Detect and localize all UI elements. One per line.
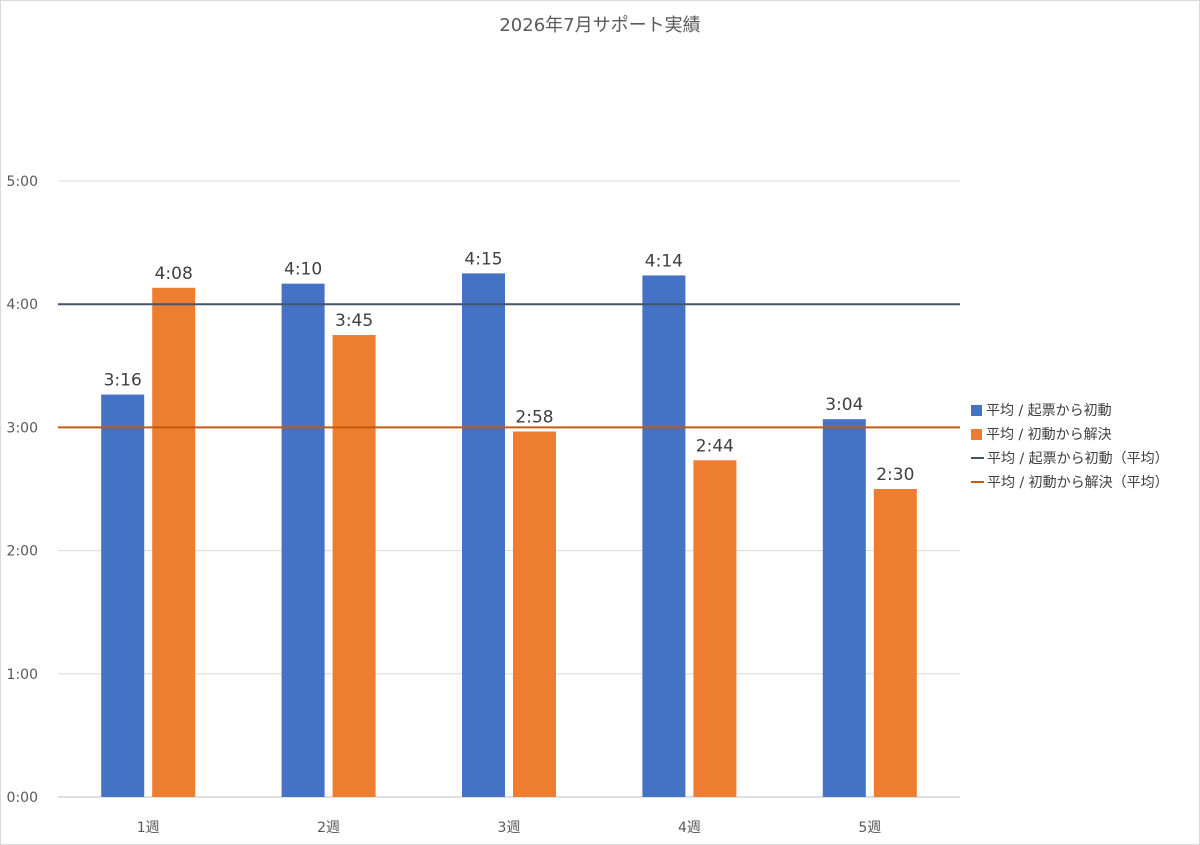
- legend-label-ref-line-1: 平均 / 起票から初動（平均）: [987, 451, 1169, 467]
- x-tick-label: 5週: [858, 820, 881, 836]
- bar-series-2: [873, 489, 917, 797]
- data-label-series-2: 2:30: [876, 465, 914, 485]
- legend-item-series-2: 平均 / 初動から解決: [971, 422, 1169, 446]
- y-tick-label: 1:00: [7, 667, 38, 683]
- y-tick-label: 4:00: [7, 297, 38, 313]
- data-label-series-1: 4:15: [464, 249, 502, 269]
- bar-series-1: [462, 273, 505, 797]
- bar-series-1: [281, 283, 325, 798]
- y-tick-label: 5:00: [7, 174, 38, 190]
- data-label-series-2: 2:44: [696, 436, 734, 456]
- x-tick-label: 4週: [678, 820, 701, 836]
- legend-item-ref-line-1: 平均 / 起票から初動（平均）: [971, 446, 1169, 470]
- x-tick-label: 2週: [317, 820, 340, 836]
- legend-label-series-2: 平均 / 初動から解決: [986, 427, 1112, 443]
- legend-swatch-series-1: [971, 404, 982, 416]
- legend-item-series-1: 平均 / 起票から初動: [971, 398, 1169, 422]
- legend-swatch-ref-line-1: [971, 457, 984, 459]
- y-tick-label: 2:00: [7, 544, 38, 560]
- legend-label-ref-line-2: 平均 / 初動から解決（平均）: [987, 475, 1169, 491]
- bar-series-2: [332, 335, 376, 797]
- data-label-series-2: 2:58: [515, 408, 553, 428]
- bar-series-1: [101, 394, 145, 797]
- data-label-series-1: 3:16: [104, 371, 142, 391]
- legend-label-series-1: 平均 / 起票から初動: [986, 403, 1112, 419]
- y-tick-label: 0:00: [7, 790, 38, 806]
- bar-series-2: [513, 431, 556, 797]
- data-label-series-1: 4:10: [284, 260, 322, 280]
- bar-series-1: [642, 275, 686, 797]
- bar-series-1: [822, 419, 866, 797]
- data-label-series-2: 3:45: [335, 311, 373, 331]
- legend: 平均 / 起票から初動 平均 / 初動から解決 平均 / 起票から初動（平均） …: [971, 398, 1169, 494]
- x-tick-label: 1週: [137, 820, 160, 836]
- data-label-series-1: 3:04: [825, 395, 863, 415]
- data-label-series-1: 4:14: [645, 251, 683, 271]
- data-label-series-2: 4:08: [155, 264, 193, 284]
- bar-series-2: [693, 460, 737, 797]
- legend-swatch-ref-line-2: [971, 481, 984, 483]
- chart-title: 2026年7月サポート実績: [499, 15, 701, 36]
- legend-item-ref-line-2: 平均 / 初動から解決（平均）: [971, 470, 1169, 494]
- y-tick-label: 3:00: [7, 420, 38, 436]
- x-tick-label: 3週: [498, 820, 521, 836]
- bar-series-2: [152, 287, 196, 797]
- legend-swatch-series-2: [971, 428, 982, 440]
